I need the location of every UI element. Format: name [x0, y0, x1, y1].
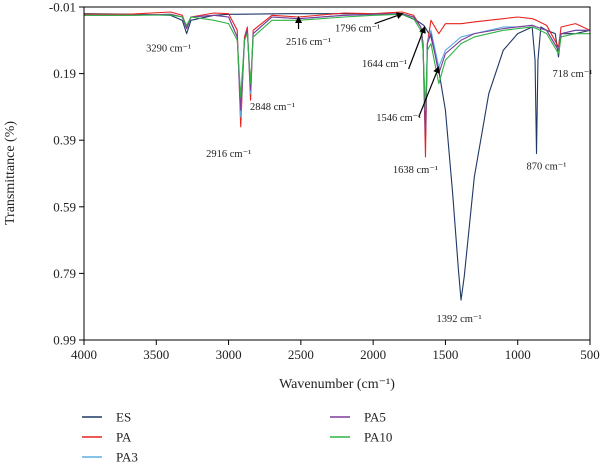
axes-group: 4000 3500 3000 2500 2000 1500 1000 500 -0.01 0.19…	[49, 0, 600, 362]
x-tick-label: 3000	[216, 347, 242, 362]
series-line-pa	[84, 11, 590, 158]
legend-label-pa5: PA5	[364, 410, 386, 425]
y-tick-label: 0.59	[53, 199, 76, 214]
x-tick-label: 1500	[432, 347, 458, 362]
series-line-pa5	[84, 13, 590, 138]
annotation-label: 870 cm⁻¹	[527, 162, 567, 173]
annotation-arrow	[418, 66, 440, 118]
y-tick-label: 0.79	[53, 266, 76, 281]
y-tick-label: -0.01	[49, 0, 76, 15]
annotation-label: 1796 cm⁻¹	[335, 24, 380, 35]
annotations-group: 3290 cm⁻¹ 2848 cm⁻¹ 2916 cm⁻¹ 2516 cm⁻¹ 1796…	[146, 12, 593, 325]
legend-label-pa10: PA10	[364, 430, 392, 445]
x-tick-label: 1000	[505, 347, 531, 362]
legend-label-pa: PA	[116, 430, 132, 445]
legend-label-es: ES	[116, 410, 131, 425]
annotation-label: 1546 cm⁻¹	[376, 113, 421, 124]
plot-frame	[83, 6, 591, 341]
series-line-pa10	[84, 13, 590, 111]
y-tick-label: 0.39	[53, 133, 76, 148]
x-tick-label: 500	[580, 347, 600, 362]
annotation-arrow	[408, 26, 426, 70]
x-tick-label: 2000	[360, 347, 386, 362]
x-axis-title: Wavenumber (cm⁻¹)	[279, 377, 395, 392]
x-tick-label: 4000	[71, 347, 97, 362]
y-tick-label: 0.19	[53, 66, 76, 81]
annotation-label: 2516 cm⁻¹	[286, 37, 331, 48]
annotation-label: 718 cm⁻¹	[553, 69, 593, 80]
annotation-label: 3290 cm⁻¹	[146, 44, 191, 55]
y-axis-title: Transmittance (%)	[3, 121, 18, 225]
annotation-label: 2848 cm⁻¹	[250, 102, 295, 113]
series-line-es	[84, 13, 590, 301]
annotation-label: 2916 cm⁻¹	[206, 149, 251, 160]
legend-label-pa3: PA3	[116, 450, 138, 465]
series-group	[84, 11, 590, 301]
annotation-arrow	[374, 12, 404, 25]
annotation-label: 1392 cm⁻¹	[436, 314, 481, 325]
annotation-label: 1638 cm⁻¹	[393, 165, 438, 176]
annotation-label: 1644 cm⁻¹	[362, 59, 407, 70]
legend: ES PA PA3 PA5 PA10	[82, 410, 392, 465]
x-tick-label: 3500	[143, 347, 169, 362]
x-tick-label: 2500	[288, 347, 314, 362]
y-tick-label: 0.99	[53, 333, 76, 348]
